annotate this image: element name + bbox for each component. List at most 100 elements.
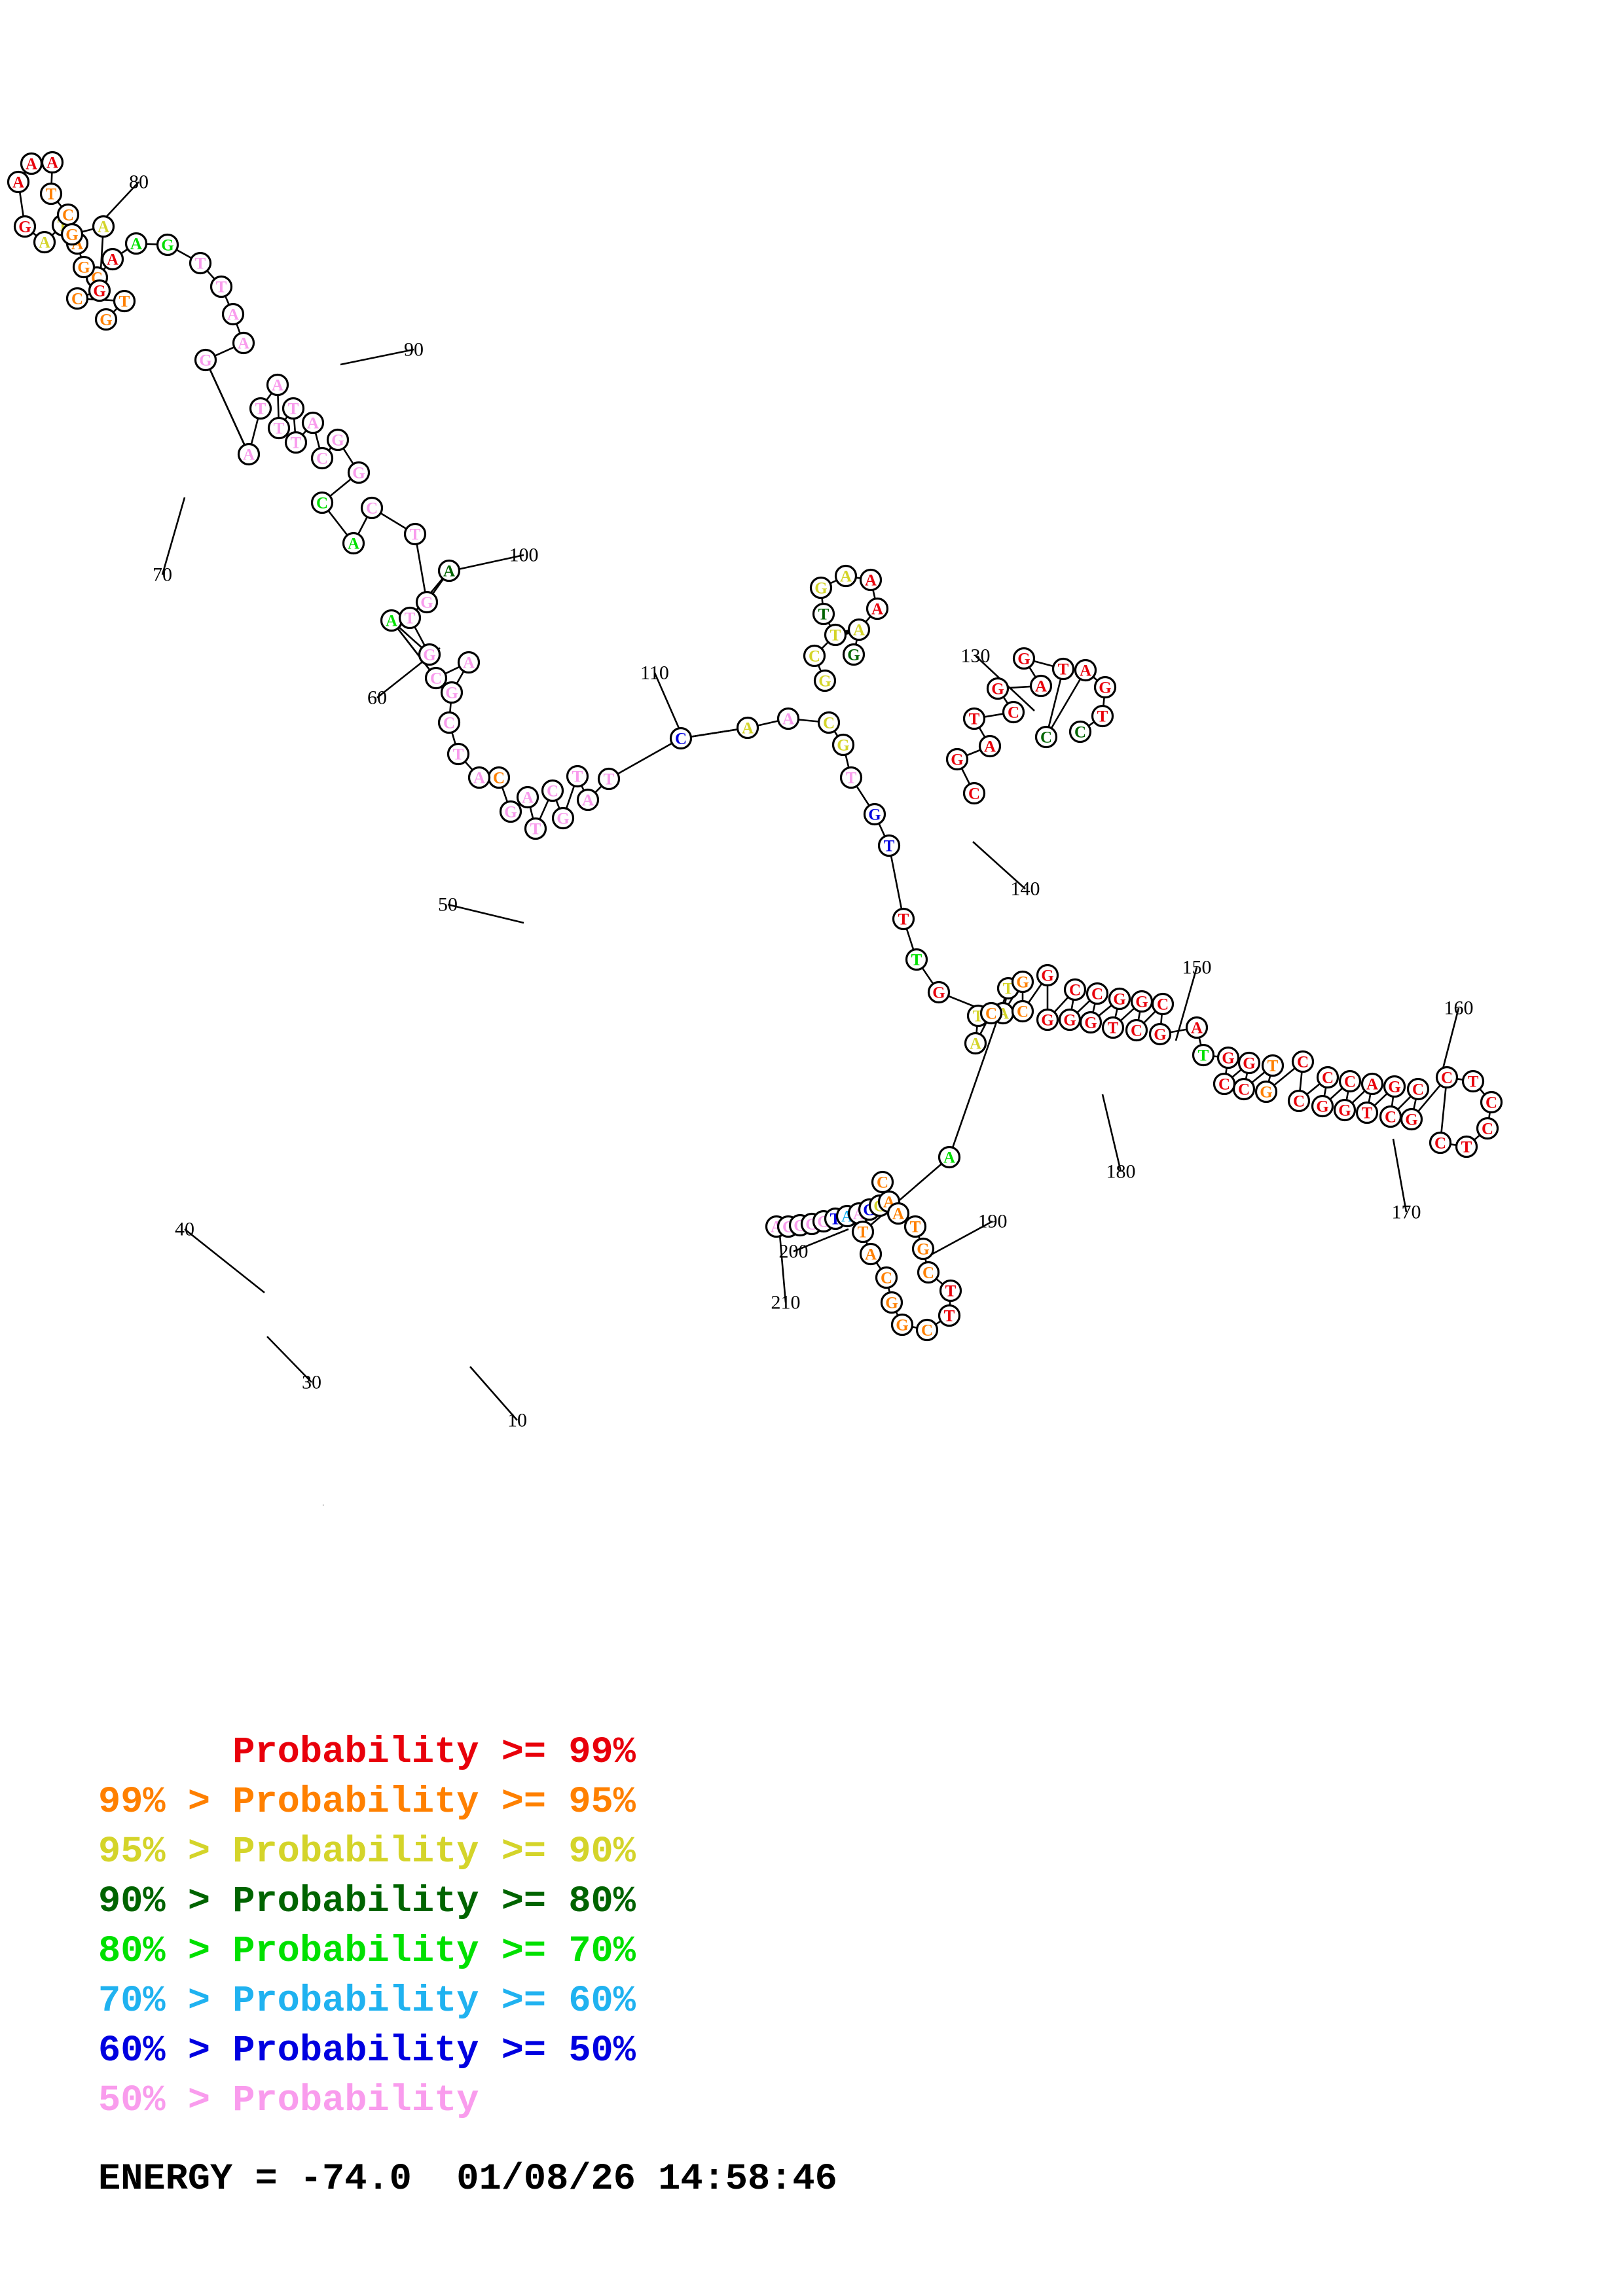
nucleotide-node[interactable]: T	[566, 764, 589, 788]
nucleotide-node[interactable]: G	[945, 747, 969, 771]
nucleotide-node[interactable]: T	[851, 1220, 875, 1244]
nucleotide-node[interactable]: T	[1101, 1016, 1125, 1039]
nucleotide-node[interactable]: C	[917, 1261, 940, 1284]
nucleotide-node[interactable]: C	[1476, 1117, 1499, 1140]
nucleotide-node[interactable]: G	[863, 802, 886, 826]
nucleotide-node[interactable]: A	[33, 230, 56, 254]
nucleotide-node[interactable]: C	[541, 779, 564, 802]
nucleotide-node[interactable]: T	[962, 707, 986, 730]
nucleotide-node[interactable]: C	[1068, 720, 1092, 744]
nucleotide-node[interactable]: G	[194, 348, 217, 372]
nucleotide-node[interactable]: A	[266, 373, 289, 397]
nucleotide-node[interactable]: T	[282, 397, 305, 420]
nucleotide-node[interactable]: C	[487, 766, 511, 789]
nucleotide-node[interactable]: T	[189, 251, 212, 275]
nucleotide-node[interactable]: G	[156, 233, 179, 257]
nucleotide-node[interactable]: C	[1151, 992, 1175, 1016]
nucleotide-node[interactable]: A	[576, 788, 600, 812]
nucleotide-node[interactable]: T	[113, 289, 136, 313]
nucleotide-node[interactable]: G	[880, 1291, 903, 1314]
nucleotide-node[interactable]: C	[424, 666, 448, 690]
nucleotide-node[interactable]: C	[1435, 1066, 1459, 1089]
nucleotide-node[interactable]: A	[1029, 674, 1053, 698]
nucleotide-node[interactable]: C	[871, 1170, 894, 1194]
nucleotide-node[interactable]: A	[776, 707, 800, 730]
nucleotide-node[interactable]: T	[284, 431, 308, 454]
nucleotide-node[interactable]: G	[831, 733, 855, 757]
nucleotide-node[interactable]: C	[360, 496, 384, 520]
nucleotide-node[interactable]: A	[847, 618, 871, 641]
nucleotide-node[interactable]: A	[859, 568, 883, 592]
nucleotide-node[interactable]: C	[803, 644, 826, 668]
nucleotide-node[interactable]: G	[440, 681, 464, 704]
nucleotide-node[interactable]: G	[418, 643, 441, 666]
nucleotide-node[interactable]: G	[1036, 963, 1059, 987]
nucleotide-node[interactable]: T	[938, 1304, 961, 1327]
nucleotide-node[interactable]: T	[524, 817, 547, 840]
nucleotide-node[interactable]: T	[398, 606, 422, 630]
nucleotide-node[interactable]: A	[20, 152, 43, 175]
nucleotide-node[interactable]: A	[92, 215, 115, 238]
nucleotide-node[interactable]: C	[1379, 1105, 1402, 1128]
nucleotide-node[interactable]: T	[839, 766, 863, 789]
nucleotide-node[interactable]: A	[886, 1202, 910, 1225]
nucleotide-node[interactable]: C	[1002, 700, 1025, 724]
nucleotide-node[interactable]: A	[938, 1145, 961, 1169]
nucleotide-node[interactable]: A	[467, 766, 491, 789]
nucleotide-node[interactable]: G	[986, 677, 1010, 700]
nucleotide-node[interactable]: G	[842, 643, 866, 666]
nucleotide-node[interactable]: C	[1232, 1077, 1256, 1101]
nucleotide-node[interactable]: C	[1429, 1131, 1452, 1155]
nucleotide-node[interactable]: C	[962, 781, 986, 805]
nucleotide-node[interactable]: C	[875, 1266, 898, 1289]
nucleotide-node[interactable]: G	[1011, 970, 1034, 994]
nucleotide-node[interactable]: G	[347, 461, 371, 484]
nucleotide-node[interactable]: C	[1406, 1077, 1430, 1101]
nucleotide-node[interactable]: G	[1148, 1022, 1172, 1046]
nucleotide-node[interactable]: G	[88, 279, 111, 302]
nucleotide-node[interactable]: A	[1360, 1072, 1384, 1096]
nucleotide-node[interactable]: C	[437, 711, 461, 734]
nucleotide-node[interactable]: G	[1058, 1008, 1082, 1031]
nucleotide-node[interactable]: G	[1383, 1075, 1406, 1098]
nucleotide-node[interactable]: C	[1011, 999, 1034, 1023]
nucleotide-node[interactable]: A	[41, 151, 64, 174]
nucleotide-node[interactable]: A	[221, 302, 245, 326]
nucleotide-node[interactable]: G	[1079, 1011, 1103, 1034]
nucleotide-node[interactable]: A	[1074, 658, 1097, 682]
nucleotide-node[interactable]: A	[964, 1031, 987, 1055]
nucleotide-node[interactable]: T	[1355, 1101, 1379, 1124]
nucleotide-node[interactable]: C	[1034, 725, 1058, 749]
nucleotide-node[interactable]: G	[1333, 1098, 1357, 1122]
nucleotide-node[interactable]: G	[60, 223, 84, 246]
nucleotide-node[interactable]: G	[890, 1313, 914, 1336]
nucleotide-node[interactable]: G	[1216, 1046, 1240, 1069]
nucleotide-node[interactable]: G	[13, 215, 37, 238]
nucleotide-node[interactable]: A	[978, 734, 1002, 758]
nucleotide-node[interactable]: G	[1108, 987, 1131, 1011]
nucleotide-node[interactable]: C	[1125, 1018, 1148, 1042]
nucleotide-node[interactable]: A	[301, 411, 325, 435]
nucleotide-node[interactable]: T	[824, 623, 847, 647]
nucleotide-node[interactable]: G	[326, 428, 350, 452]
nucleotide-node[interactable]: C	[979, 1001, 1003, 1025]
nucleotide-node[interactable]: G	[1400, 1107, 1423, 1131]
nucleotide-node[interactable]: C	[1063, 978, 1087, 1001]
nucleotide-node[interactable]: C	[65, 287, 89, 310]
nucleotide-node[interactable]: A	[101, 247, 124, 271]
nucleotide-node[interactable]: A	[859, 1242, 883, 1266]
nucleotide-node[interactable]: T	[892, 907, 915, 931]
nucleotide-node[interactable]: T	[447, 742, 470, 766]
nucleotide-node[interactable]: C	[310, 491, 334, 514]
nucleotide-node[interactable]: C	[817, 711, 841, 734]
nucleotide-node[interactable]: T	[1461, 1069, 1485, 1093]
nucleotide-node[interactable]: T	[403, 522, 427, 546]
nucleotide-node[interactable]: T	[249, 397, 272, 420]
nucleotide-node[interactable]: T	[903, 1215, 927, 1238]
nucleotide-node[interactable]: C	[1338, 1069, 1362, 1093]
nucleotide-node[interactable]: C	[1085, 982, 1109, 1005]
nucleotide-node[interactable]: G	[1311, 1094, 1334, 1118]
nucleotide-node[interactable]: A	[124, 232, 148, 255]
nucleotide-node[interactable]: G	[94, 308, 118, 331]
nucleotide-node[interactable]: T	[812, 602, 835, 626]
